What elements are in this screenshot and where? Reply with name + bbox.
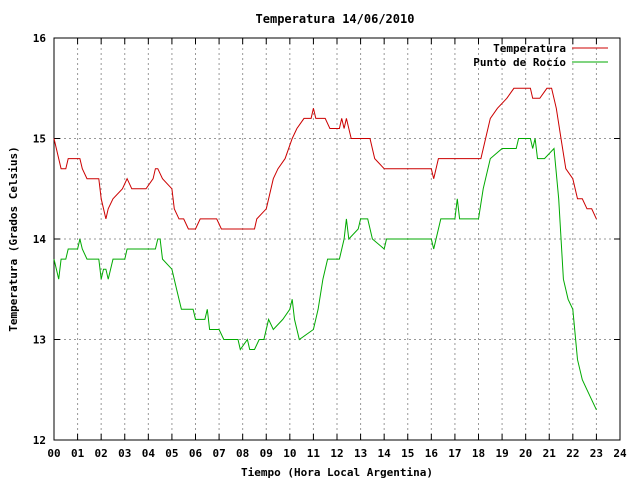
x-tick-label: 07 <box>212 447 225 460</box>
legend-label-temperatura: Temperatura <box>493 42 566 55</box>
x-tick-label: 15 <box>401 447 414 460</box>
legend-label-punto-de-rocio: Punto de Rocío <box>473 56 566 69</box>
x-tick-label: 20 <box>519 447 532 460</box>
y-tick-label: 15 <box>33 133 46 146</box>
y-axis-label: Temperatura (Grados Celsius) <box>7 146 20 331</box>
y-tick-label: 12 <box>33 434 46 447</box>
x-tick-label: 04 <box>142 447 156 460</box>
x-tick-label: 12 <box>330 447 343 460</box>
y-tick-label: 14 <box>33 233 47 246</box>
x-tick-label: 24 <box>613 447 627 460</box>
axis-ticks: 00 01 02 03 04 05 06 07 08 09 10 11 12 13 14 15 16 17 18 19… <box>33 32 627 460</box>
x-tick-label: 18 <box>472 447 485 460</box>
x-tick-label: 16 <box>425 447 439 460</box>
series-line-temperatura <box>53 87 597 230</box>
x-tick-label: 08 <box>236 447 249 460</box>
x-tick-label: 22 <box>566 447 579 460</box>
x-tick-label: 21 <box>543 447 557 460</box>
series-line-punto-de-rocio <box>53 138 597 411</box>
x-tick-label: 10 <box>283 447 296 460</box>
legend: Temperatura Punto de Rocío <box>473 42 608 69</box>
x-tick-label: 06 <box>189 447 203 460</box>
x-tick-label: 00 <box>47 447 60 460</box>
grid-lines <box>54 38 620 440</box>
x-tick-label: 09 <box>260 447 273 460</box>
y-tick-label: 13 <box>33 334 46 347</box>
x-axis-label: Tiempo (Hora Local Argentina) <box>241 466 433 479</box>
x-tick-label: 05 <box>165 447 178 460</box>
chart-title: Temperatura 14/06/2010 <box>256 12 415 26</box>
x-tick-label: 13 <box>354 447 367 460</box>
x-tick-label: 23 <box>590 447 603 460</box>
series-layer <box>53 87 597 411</box>
x-tick-label: 01 <box>71 447 85 460</box>
x-tick-label: 11 <box>307 447 321 460</box>
x-tick-label: 17 <box>448 447 461 460</box>
x-tick-label: 02 <box>95 447 108 460</box>
x-tick-label: 14 <box>378 447 392 460</box>
y-tick-label: 16 <box>33 32 47 45</box>
x-tick-label: 03 <box>118 447 131 460</box>
x-tick-label: 19 <box>495 447 508 460</box>
